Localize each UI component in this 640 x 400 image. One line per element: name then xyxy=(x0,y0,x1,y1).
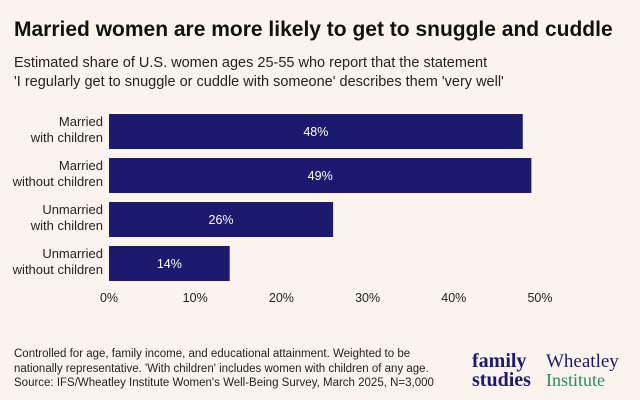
category-label-line: Married xyxy=(59,158,103,173)
x-tick-label: 0% xyxy=(100,291,118,305)
family-studies-logo-line-2: studies xyxy=(472,369,531,391)
footnotes: Controlled for age, family income, and e… xyxy=(14,347,454,391)
wheatley-logo-line-2: Institute xyxy=(546,370,605,390)
subtitle-line-1: Estimated share of U.S. women ages 25-55… xyxy=(14,55,488,71)
category-label-line: Unmarried xyxy=(42,246,103,261)
category-label-line: without children xyxy=(12,174,103,189)
footnote-line-1: Controlled for age, family income, and e… xyxy=(14,348,411,360)
bar-value-label: 14% xyxy=(157,257,182,271)
bar xyxy=(109,114,523,149)
category-label: Unmarried without children xyxy=(12,246,103,277)
x-tick-label: 20% xyxy=(269,291,294,305)
wheatley-institute-logo: Wheatley Institute xyxy=(546,352,619,390)
category-label-line: Unmarried xyxy=(42,202,103,217)
category-label-line: without children xyxy=(12,262,103,277)
bar xyxy=(109,246,230,281)
bar-value-label: 48% xyxy=(303,125,328,139)
x-tick-label: 40% xyxy=(441,291,466,305)
bar xyxy=(109,202,334,237)
category-label-line: with children xyxy=(30,218,103,233)
subtitle-line-2: 'I regularly get to snuggle or cuddle wi… xyxy=(14,74,504,90)
chart-title: Married women are more likely to get to … xyxy=(14,18,613,41)
x-tick-label: 50% xyxy=(527,291,552,305)
bar-value-label: 26% xyxy=(209,213,234,227)
bar xyxy=(109,158,532,193)
bar-value-label: 49% xyxy=(308,169,333,183)
footnote-line-2: nationally representative. 'With childre… xyxy=(14,362,429,375)
x-tick-label: 30% xyxy=(355,291,380,305)
x-tick-label: 10% xyxy=(183,291,208,305)
category-label: Unmarried with children xyxy=(30,202,103,233)
category-label-line: with children xyxy=(30,130,103,145)
family-studies-logo-line-1: family xyxy=(472,350,527,372)
category-label: Married with children xyxy=(30,114,103,145)
source-line: Source: IFS/Wheatley Institute Women's W… xyxy=(14,377,434,389)
category-label-line: Married xyxy=(59,114,103,129)
category-label: Married without children xyxy=(12,158,103,189)
wheatley-logo-line-1: Wheatley xyxy=(546,351,619,372)
chart-subtitle: Estimated share of U.S. women ages 25-55… xyxy=(14,54,626,92)
family-studies-logo: family studies xyxy=(472,350,531,391)
